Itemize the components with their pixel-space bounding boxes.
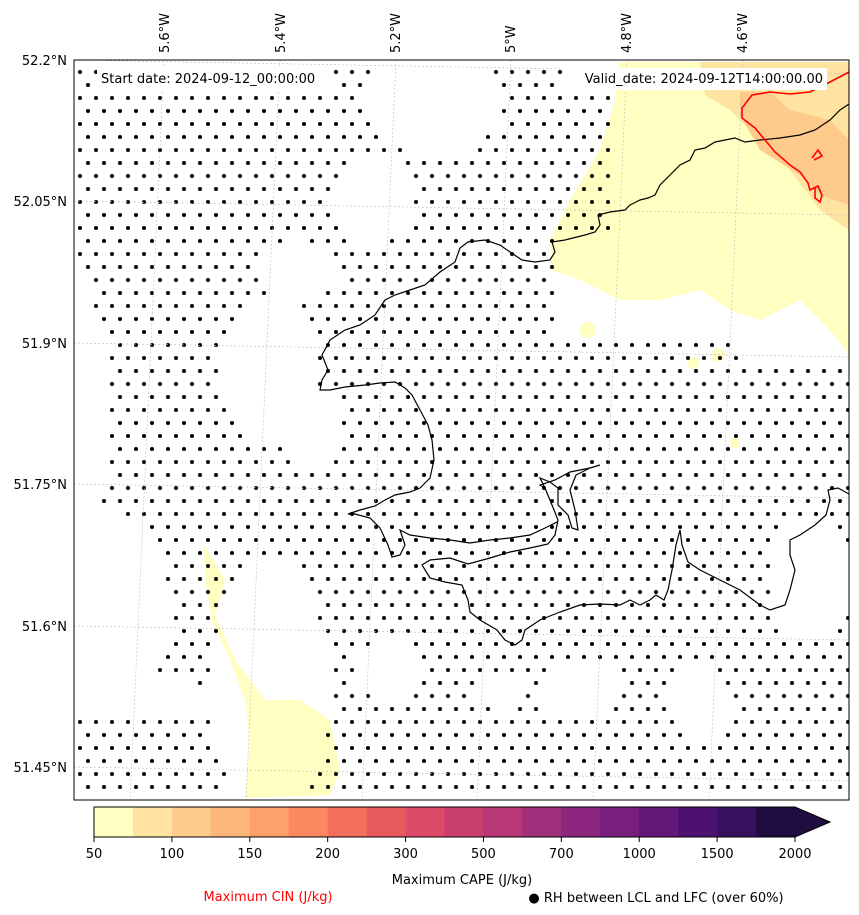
start-date-box — [97, 68, 333, 90]
lat-gridline — [74, 766, 849, 782]
lat-tick-label: 51.45°N — [14, 761, 67, 776]
colorbar-cell — [444, 807, 484, 837]
map-area: Start date: 2024-09-12_00:00:00 Valid_da… — [74, 60, 849, 800]
colorbar-tick-label: 500 — [471, 847, 496, 862]
cin-contour — [741, 71, 849, 204]
colorbar-cell — [678, 807, 718, 837]
lon-axis: 5.6°W 5.4°W 5.2°W 5°W 4.8°W 4.6°W — [158, 13, 751, 53]
lon-tick-label: 4.8°W — [620, 13, 635, 53]
colorbar-cell — [94, 807, 134, 837]
lon-gridline — [476, 60, 512, 800]
lat-tick-label: 51.9°N — [22, 337, 67, 352]
colorbar-cell — [249, 807, 290, 837]
lat-gridline — [74, 483, 849, 499]
coastline — [319, 103, 849, 646]
colorbar-tick-label: 1500 — [701, 847, 734, 862]
lat-tick-label: 52.2°N — [22, 54, 67, 69]
colorbar-tick-label: 700 — [549, 847, 574, 862]
colorbar-tick-label: 200 — [315, 847, 340, 862]
colorbar-tick-label: 2000 — [778, 847, 811, 862]
colorbar-cell — [561, 807, 601, 837]
cape-shading — [204, 62, 849, 798]
rh-stipple-dots — [78, 70, 849, 789]
colorbar-cells — [94, 807, 796, 837]
colorbar-cell — [522, 807, 562, 837]
colorbar-cell — [210, 807, 251, 837]
valid-date-text: Valid_date: 2024-09-12T14:00:00.00 — [585, 72, 823, 87]
map-gridlines — [74, 60, 849, 800]
lon-tick-label: 5.2°W — [389, 13, 404, 53]
colorbar-cell — [600, 807, 640, 837]
map-frame — [73, 59, 850, 801]
lon-gridline — [592, 60, 628, 800]
colorbar-cell — [132, 807, 173, 837]
lon-gridline — [245, 60, 281, 800]
colorbar-extend-arrow — [795, 807, 830, 837]
colorbar-cell — [288, 807, 329, 837]
lat-gridline — [74, 625, 849, 641]
colorbar-cell — [483, 807, 523, 837]
colorbar-label: Maximum CAPE (J/kg) — [392, 873, 532, 888]
valid-date-box — [563, 68, 827, 90]
cin-legend-label: Maximum CIN (J/kg) — [203, 890, 332, 905]
colorbar-outline — [93, 806, 832, 838]
start-date-text: Start date: 2024-09-12_00:00:00 — [101, 72, 315, 87]
lon-tick-label: 5.4°W — [274, 13, 289, 53]
lon-tick-label: 4.6°W — [736, 13, 751, 53]
lat-tick-label: 51.6°N — [22, 620, 67, 635]
colorbar-cell — [327, 807, 368, 837]
rh-legend-label: ● RH between LCL and LFC (over 60%) — [528, 891, 783, 906]
colorbar-ticks: 50 100 150 200 300 500 700 1000 1500 2000 — [86, 837, 812, 862]
colorbar-cell — [366, 807, 407, 837]
lon-gridline — [129, 60, 165, 800]
colorbar-cell — [756, 807, 796, 837]
lon-gridline — [708, 60, 744, 800]
colorbar: 50 100 150 200 300 500 700 1000 1500 2000 Maximum… — [86, 806, 832, 888]
lat-gridline — [74, 342, 849, 358]
lon-gridline — [361, 60, 397, 800]
lat-tick-label: 52.05°N — [14, 195, 67, 210]
colorbar-tick-label: 1000 — [623, 847, 656, 862]
lat-axis: 52.2°N 52.05°N 51.9°N 51.75°N 51.6°N 51.… — [14, 54, 67, 776]
colorbar-tick-label: 50 — [86, 847, 103, 862]
colorbar-tick-label: 150 — [237, 847, 262, 862]
colorbar-cell — [717, 807, 757, 837]
colorbar-tick-label: 100 — [159, 847, 184, 862]
lon-tick-label: 5.6°W — [158, 13, 173, 53]
lon-tick-label: 5°W — [504, 25, 519, 53]
colorbar-cell — [405, 807, 445, 837]
lat-gridline — [74, 200, 849, 216]
colorbar-cell — [171, 807, 212, 837]
colorbar-cell — [639, 807, 679, 837]
lat-tick-label: 51.75°N — [14, 478, 67, 493]
colorbar-tick-label: 300 — [393, 847, 418, 862]
